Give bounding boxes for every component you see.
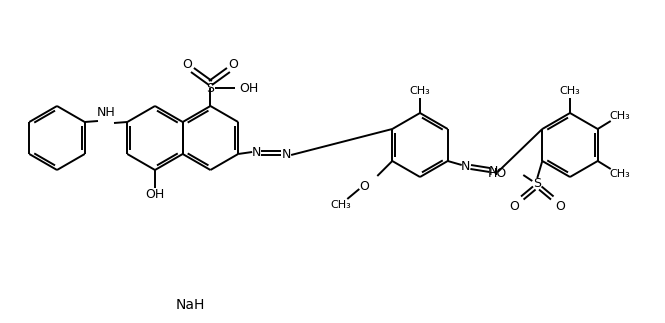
Text: CH₃: CH₃ — [560, 86, 581, 96]
Text: N: N — [281, 148, 291, 161]
Text: CH₃: CH₃ — [609, 169, 630, 179]
Text: HO: HO — [488, 166, 507, 180]
Text: S: S — [206, 81, 214, 95]
Text: OH: OH — [146, 189, 165, 202]
Text: O: O — [509, 200, 519, 213]
Text: CH₃: CH₃ — [609, 111, 630, 121]
Text: O: O — [182, 57, 192, 70]
Text: OH: OH — [239, 81, 258, 95]
Text: N: N — [461, 160, 470, 172]
Text: O: O — [555, 200, 565, 213]
Text: O: O — [359, 180, 369, 193]
Text: CH₃: CH₃ — [330, 200, 350, 210]
Text: N: N — [489, 164, 498, 178]
Text: NH: NH — [96, 106, 115, 119]
Text: CH₃: CH₃ — [410, 86, 430, 96]
Text: N: N — [251, 145, 261, 159]
Text: O: O — [229, 57, 238, 70]
Text: NaH: NaH — [176, 298, 205, 312]
Text: S: S — [533, 176, 541, 190]
